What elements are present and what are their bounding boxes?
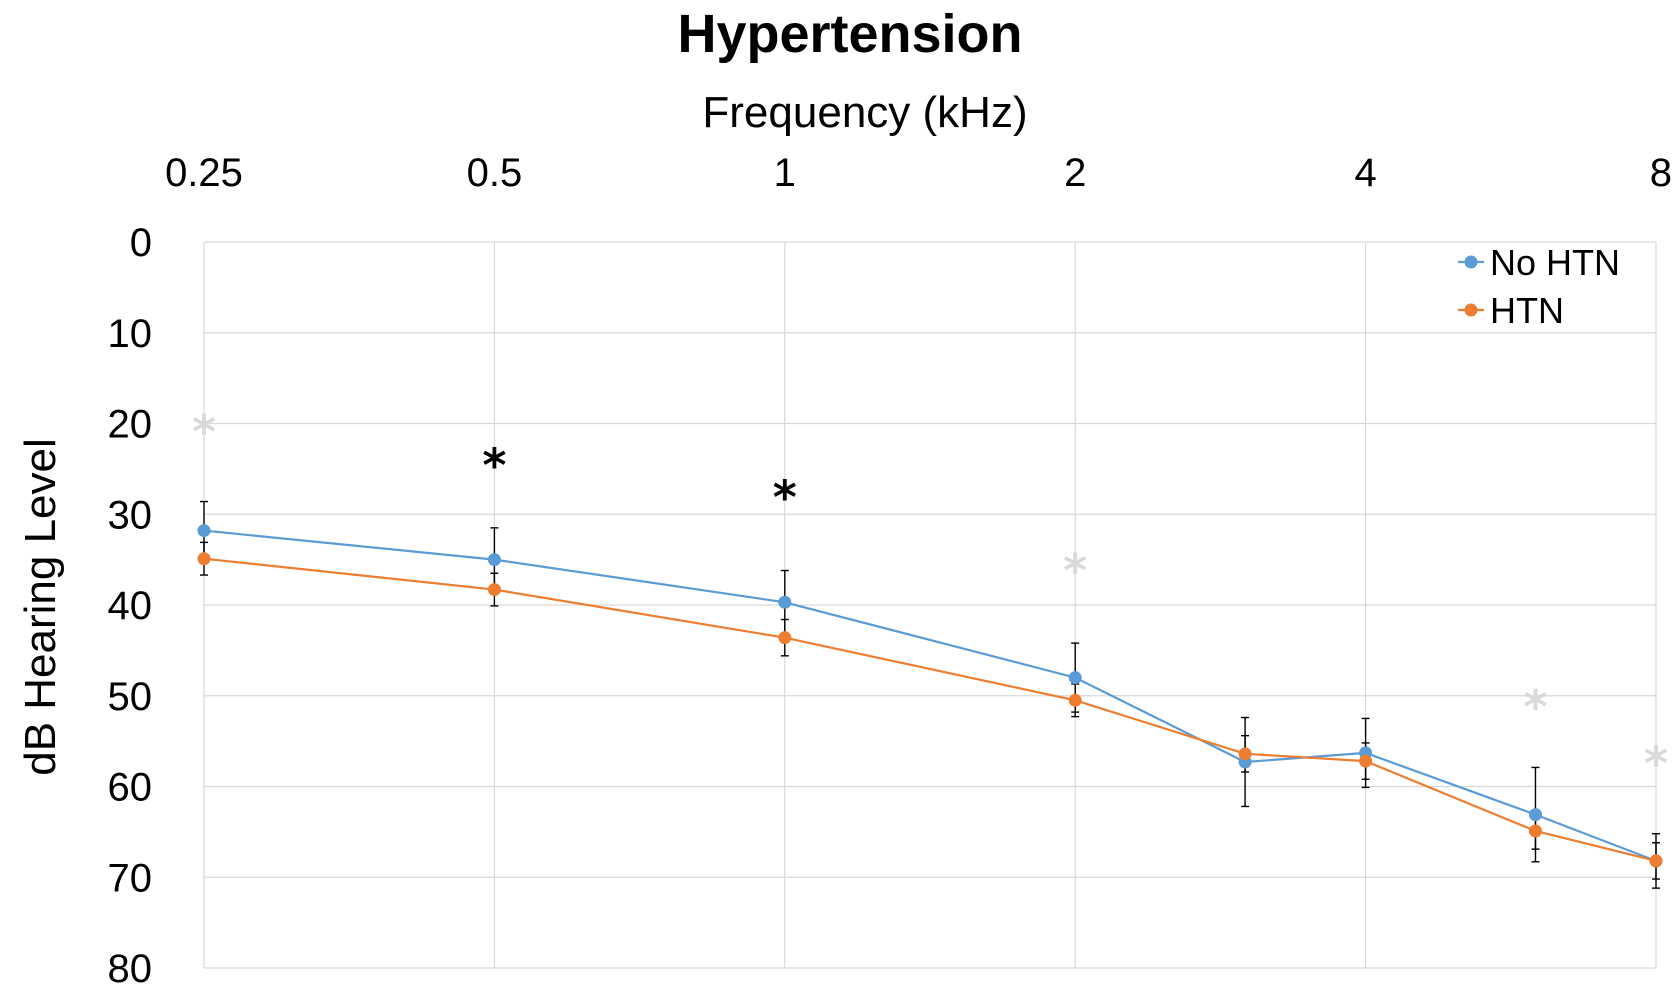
x-tick-label: 8	[1650, 151, 1672, 195]
legend-swatch-marker	[1464, 255, 1478, 269]
series-line-no-htn	[203, 529, 1657, 862]
data-point-no-htn	[778, 595, 792, 609]
data-point-htn	[197, 552, 211, 566]
data-point-htn	[778, 631, 792, 645]
significance-marker: *	[1523, 680, 1547, 734]
significance-marker: *	[482, 439, 506, 493]
data-point-no-htn	[1528, 808, 1542, 822]
data-point-no-htn	[487, 553, 501, 567]
legend-label: HTN	[1490, 290, 1564, 331]
y-tick-label: 80	[108, 947, 153, 990]
y-tick-label: 10	[108, 312, 153, 356]
x-tick-label: 0.5	[467, 151, 523, 195]
y-tick-label: 70	[108, 856, 153, 900]
chart-title: Hypertension	[677, 4, 1022, 64]
data-point-no-htn	[197, 524, 211, 538]
y-tick-label: 30	[108, 493, 153, 537]
significance-marker: *	[192, 405, 216, 459]
significance-marker: *	[1644, 736, 1668, 790]
data-point-htn	[487, 583, 501, 597]
y-tick-label: 60	[108, 766, 153, 810]
plot-area: 0 10 20 30 40 50 60 70 80 0.25 0.5 1 2 4 8 * * * * * * No HTN…	[108, 151, 1673, 990]
x-axis-label: Frequency (kHz)	[702, 88, 1027, 137]
x-tick-label: 2	[1064, 151, 1086, 195]
legend-label: No HTN	[1490, 242, 1620, 283]
series-line-htn	[203, 557, 1657, 862]
data-point-no-htn	[1068, 671, 1082, 685]
x-tick-label: 1	[774, 151, 796, 195]
y-tick-label: 40	[108, 584, 153, 628]
y-tick-label: 50	[108, 675, 153, 719]
legend: No HTN HTN	[1458, 242, 1620, 331]
x-tick-label: 0.25	[165, 151, 243, 195]
data-point-htn	[1068, 693, 1082, 707]
y-tick-label: 20	[108, 403, 153, 447]
data-point-htn	[1238, 747, 1252, 761]
data-point-htn	[1649, 854, 1663, 868]
significance-marker: *	[773, 470, 797, 524]
data-point-htn	[1359, 754, 1373, 768]
legend-swatch-marker	[1464, 303, 1478, 317]
y-tick-label: 0	[130, 221, 152, 265]
x-tick-label: 4	[1354, 151, 1376, 195]
significance-marker: *	[1063, 544, 1087, 598]
y-axis-label: dB Hearing Level	[16, 438, 65, 776]
data-point-htn	[1528, 824, 1542, 838]
